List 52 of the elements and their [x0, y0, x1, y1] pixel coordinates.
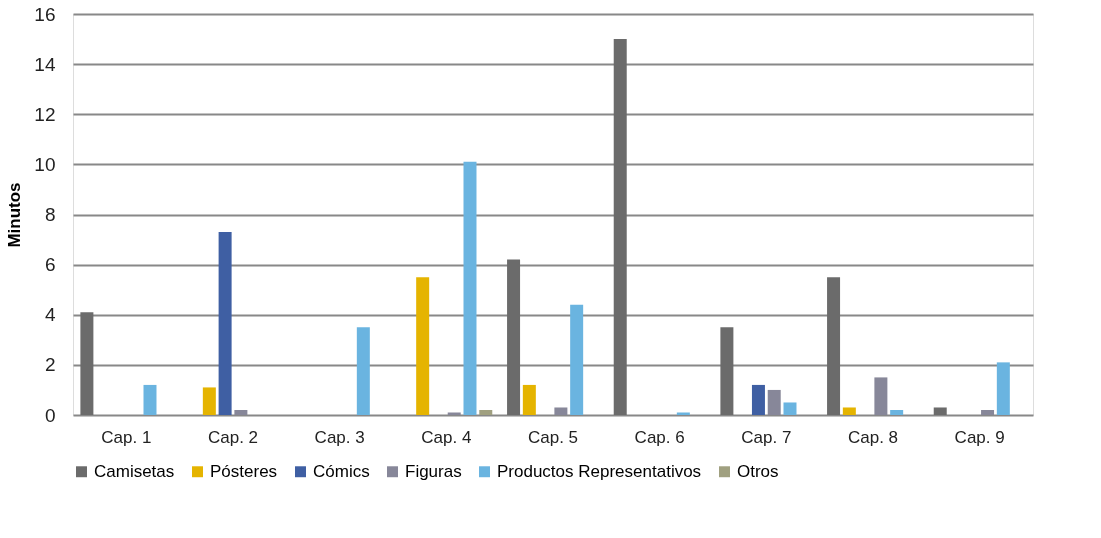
bar [80, 312, 94, 415]
bar [234, 409, 248, 415]
bar [720, 327, 734, 415]
bar [996, 362, 1010, 415]
x-tick-label: Cap. 1 [101, 427, 152, 447]
x-tick-label: Cap. 3 [314, 427, 365, 447]
bar [507, 259, 521, 415]
bar [767, 389, 781, 415]
x-tick-label: Cap. 4 [421, 427, 472, 447]
bar [570, 304, 584, 415]
bar [981, 409, 995, 415]
bar [842, 407, 856, 415]
bar [613, 39, 627, 415]
bar [522, 384, 536, 415]
bar [676, 412, 690, 415]
legend-label: Otros [737, 461, 779, 481]
legend-label: Productos Representativos [497, 461, 702, 481]
x-tick-label: Cap. 7 [741, 427, 792, 447]
bar [554, 407, 568, 415]
bar [933, 407, 947, 415]
y-tick-label: 4 [44, 304, 56, 326]
y-tick-label: 2 [44, 354, 56, 376]
bar [890, 409, 904, 415]
bar [783, 402, 797, 415]
x-tick-label: Cap. 9 [954, 427, 1005, 447]
bar [447, 412, 461, 415]
y-axis-title: Minutos [5, 182, 25, 248]
bar [202, 387, 216, 415]
x-tick-label: Cap. 8 [847, 427, 899, 447]
x-tick-label: Cap. 5 [527, 427, 579, 447]
bar [827, 277, 841, 415]
bar [356, 327, 370, 415]
x-tick-label: Cap. 2 [207, 427, 259, 447]
legend-label: Camisetas [94, 461, 175, 481]
y-tick-label: 0 [44, 404, 56, 426]
y-tick-label: 8 [44, 204, 56, 225]
bar [751, 384, 765, 415]
y-tick-label: 12 [34, 103, 56, 125]
bar [218, 232, 232, 415]
legend-label: Pósteres [210, 461, 278, 481]
y-tick-label: 14 [34, 53, 56, 75]
bar [874, 377, 888, 415]
legend-label: Figuras [405, 461, 462, 481]
bar [463, 161, 477, 415]
bar [143, 384, 157, 415]
bar [479, 409, 493, 415]
y-tick-label: 16 [34, 3, 56, 25]
bar [416, 277, 430, 415]
y-tick-label: 10 [34, 153, 56, 175]
legend-label: Cómics [313, 461, 370, 481]
x-tick-label: Cap. 6 [634, 427, 685, 447]
y-tick-label: 6 [44, 254, 56, 276]
